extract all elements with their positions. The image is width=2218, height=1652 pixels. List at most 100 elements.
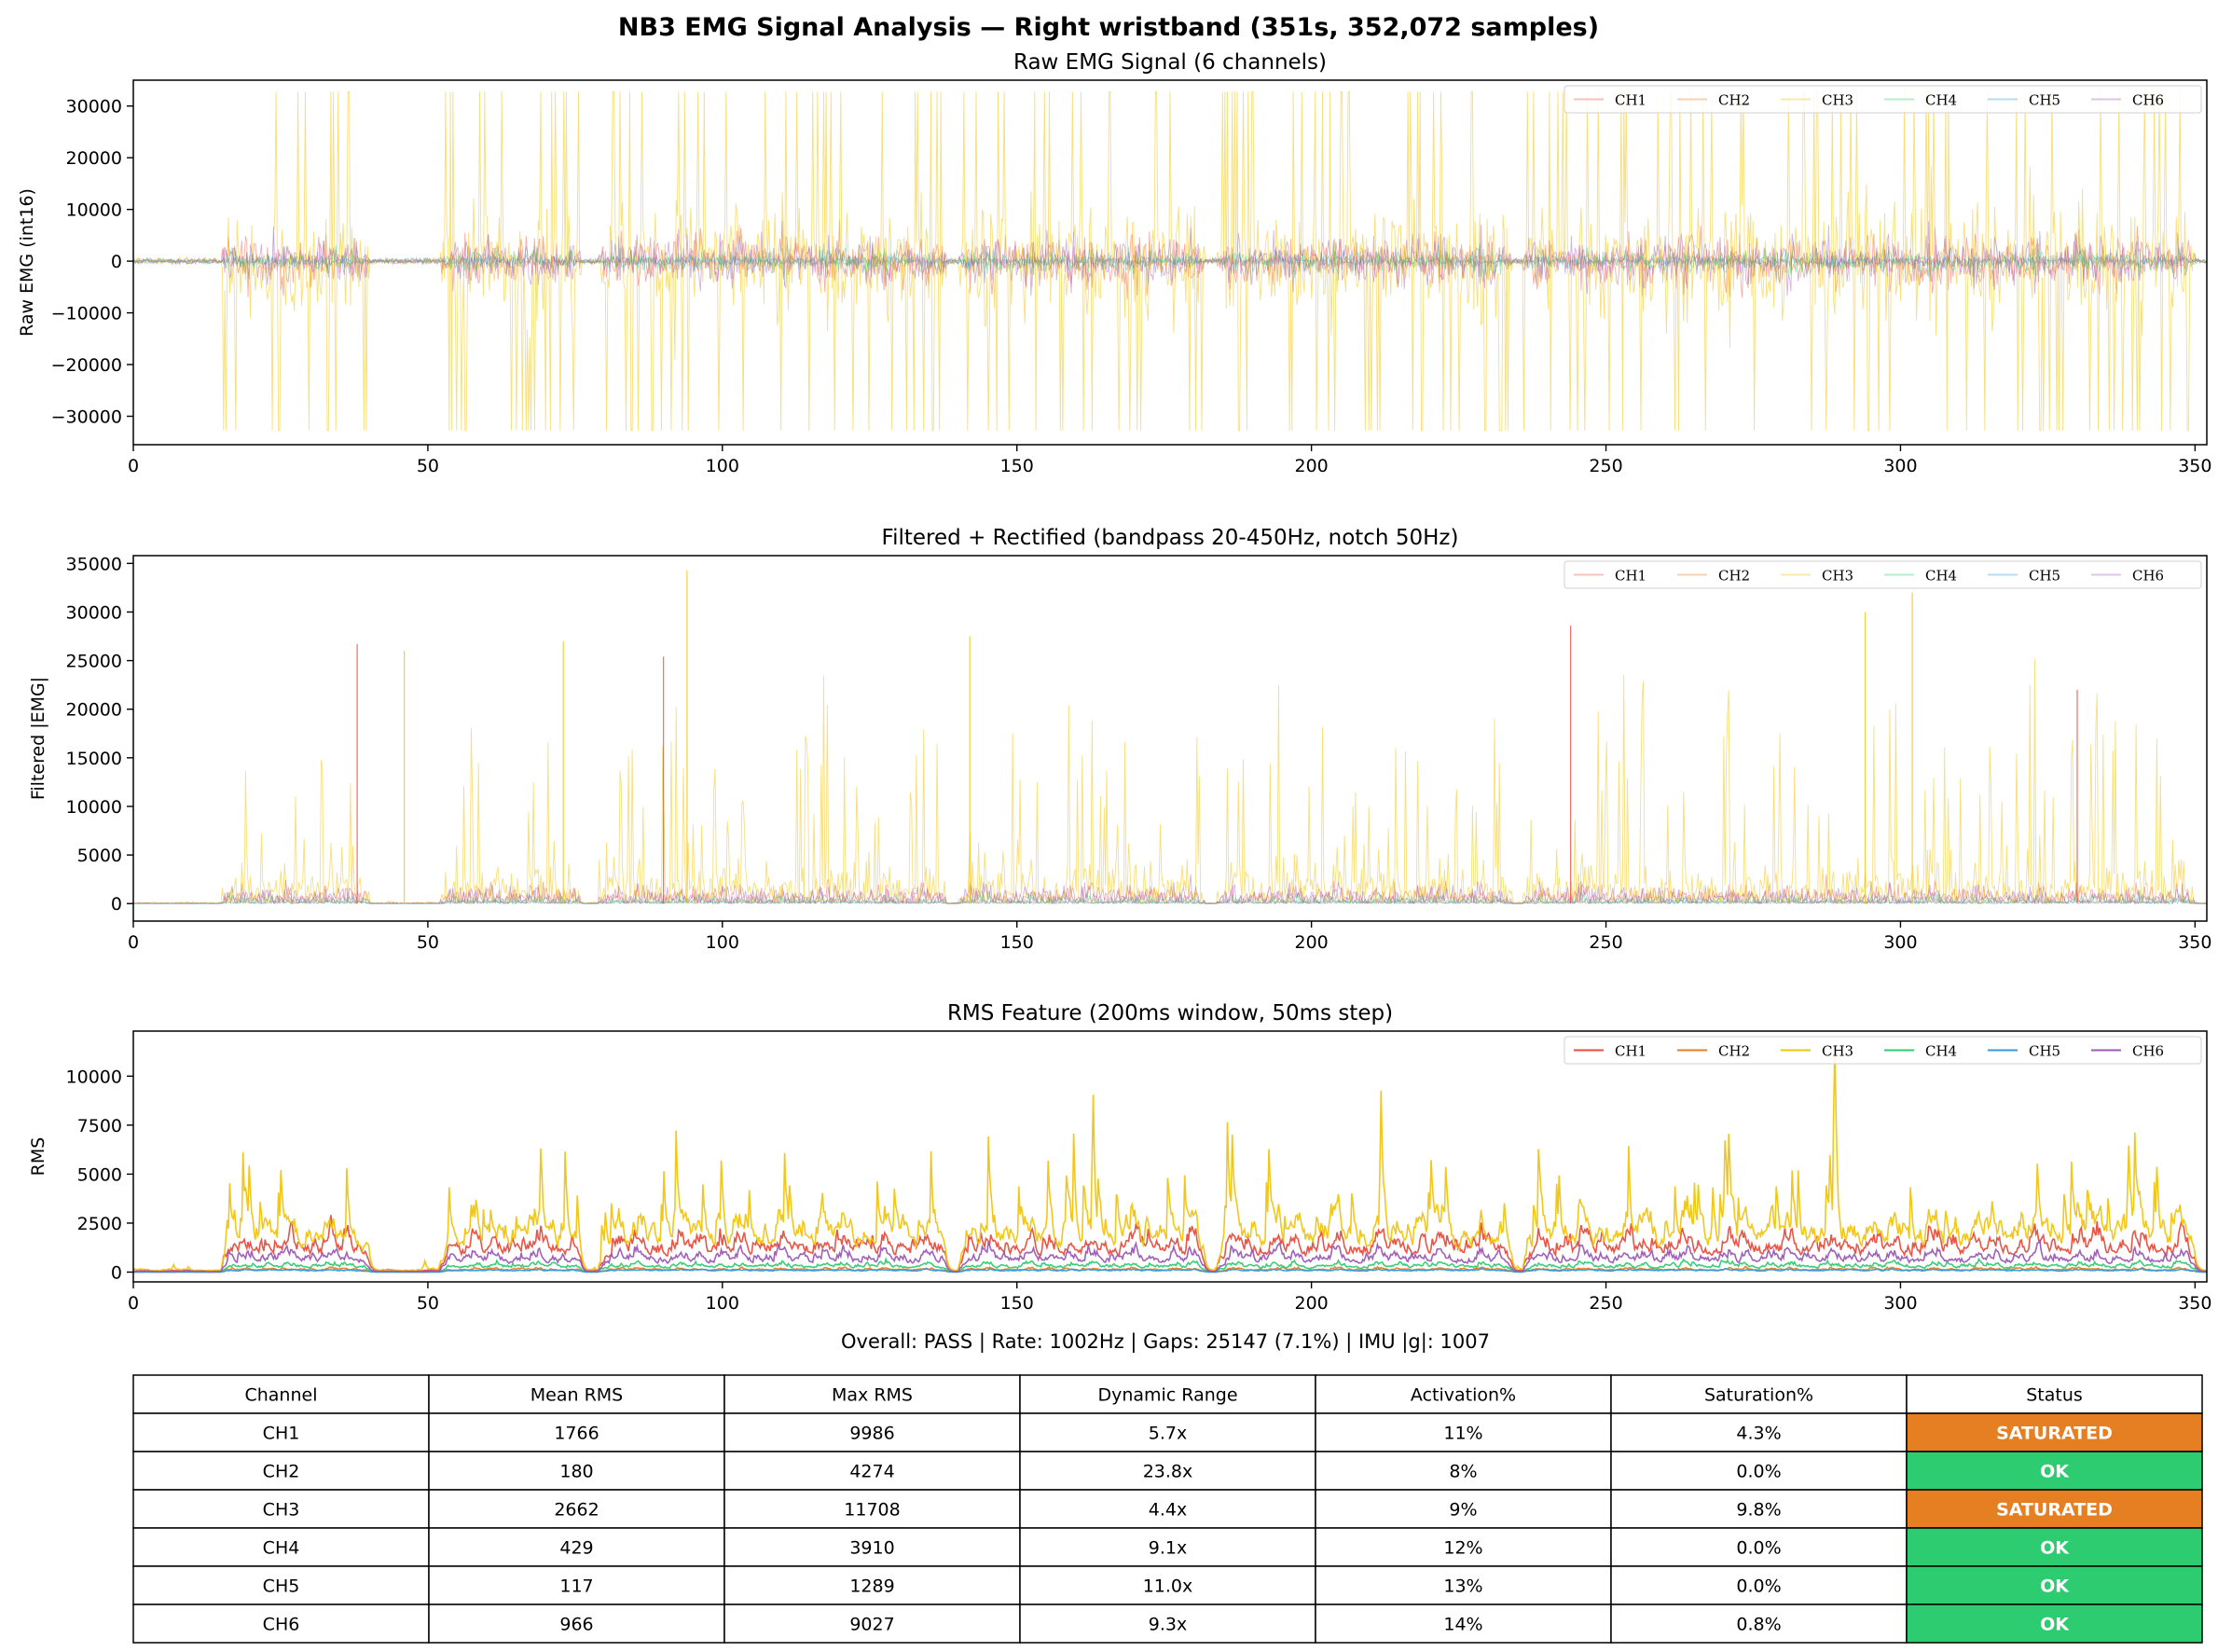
table-cell [1315,1412,1612,1452]
legend-label: CH1 [1615,1043,1646,1060]
table-cell-text: 0.0% [1736,1538,1781,1559]
y-tick-label: 30000 [66,97,122,117]
plot-area [133,1045,2207,1273]
table-cell-text: 180 [559,1462,593,1482]
table-cell-text: CH5 [263,1576,300,1597]
table-cell [1610,1527,1908,1567]
y-tick-label: 0 [111,894,122,915]
table-cell [1019,1489,1316,1529]
legend-box [1564,560,2202,589]
x-tick-label: 50 [417,456,439,476]
table-cell-text: OK [2040,1576,2070,1597]
table-cell-text: 0.0% [1736,1462,1781,1482]
x-tick-label: 0 [128,1293,139,1314]
table-cell-text: 23.8x [1143,1462,1193,1482]
series-line-ch6 [133,874,2207,905]
table-cell-text: 2662 [554,1500,599,1521]
y-tick-label: 5000 [77,1164,122,1185]
table-cell [428,1604,725,1644]
table-cell [1906,1604,2203,1644]
table-cell-text: 429 [559,1538,593,1559]
y-tick-label: 5000 [77,846,122,866]
y-tick-label: −20000 [51,355,122,376]
table-cell-text: 11% [1443,1424,1482,1444]
table-cell-text: 4.3% [1736,1424,1781,1444]
table-cell [1610,1489,1908,1529]
table-cell-text: CH6 [263,1615,300,1635]
axes-frame [132,555,2208,922]
x-tick-label: 300 [1883,932,1917,953]
table-cell-text: CH3 [263,1500,300,1521]
legend-box [1564,85,2202,114]
table-cell [132,1412,430,1452]
panel-title: Filtered + Rectified (bandpass 20-450Hz,… [882,526,1459,550]
table-cell-text: 966 [559,1615,593,1635]
table-cell [1906,1451,2203,1491]
legend-label: CH6 [2132,1043,2164,1060]
x-tick-label: 50 [417,932,439,953]
table-cell [723,1527,1021,1567]
y-tick-label: 25000 [66,652,122,672]
table-cell [1315,1451,1612,1491]
y-axis-label: Filtered |EMG| [28,677,48,800]
x-tick-label: 200 [1295,1293,1329,1314]
table-cell [428,1412,725,1452]
table-cell [1906,1489,2203,1529]
legend-label: CH4 [1925,1043,1957,1060]
x-tick-label: 350 [2178,932,2211,953]
table-header-label: Saturation% [1704,1385,1813,1406]
x-tick-label: 100 [706,1293,739,1314]
legend: CH1 CH2 CH3 CH4 CH5 CH6 [1564,1036,2202,1065]
figure-title: NB3 EMG Signal Analysis — Right wristban… [618,13,1599,42]
legend-label: CH2 [1718,568,1750,585]
y-tick-label: 7500 [77,1116,122,1136]
x-tick-label: 350 [2178,1293,2211,1314]
table-header-label: Status [2026,1385,2083,1406]
x-tick-label: 0 [128,932,139,953]
y-tick-label: 0 [111,1262,122,1283]
series-line-ch5 [133,1267,2207,1273]
table-cell-text: 11.0x [1143,1576,1193,1597]
y-tick-label: 15000 [66,749,122,769]
series-line-ch3 [133,1045,2207,1272]
table-cell [1019,1451,1316,1491]
series-line-ch6 [133,220,2207,296]
y-tick-label: 20000 [66,700,122,721]
y-axis-label: Raw EMG (int16) [17,188,37,337]
table-cell-text: CH4 [263,1538,300,1559]
table-cell [1906,1565,2203,1605]
table-header-label: Dynamic Range [1097,1385,1237,1406]
x-tick-label: 250 [1589,456,1622,476]
summary-table: Overall: PASS | Rate: 1002Hz | Gaps: 251… [132,1330,2203,1644]
chart-panel-1: Raw EMG Signal (6 channels) Raw EMG (int1… [17,50,2211,476]
table-cell [1019,1527,1316,1567]
series-line-ch1 [133,1215,2207,1273]
series-line-ch5 [133,897,2207,905]
y-tick-label: 2500 [77,1214,122,1234]
x-tick-label: 200 [1295,932,1329,953]
panel-title: Raw EMG Signal (6 channels) [1013,50,1327,75]
table-cell [428,1451,725,1491]
table-cell-text: 1289 [849,1576,894,1597]
table-cell-text: SATURATED [1996,1424,2113,1444]
table-cell-text: 8% [1449,1462,1477,1482]
table-header-label: Mean RMS [530,1385,623,1406]
table-cell-text: 5.7x [1149,1424,1187,1444]
plot-area [133,570,2207,905]
series-line-ch6 [133,1239,2207,1273]
table-header-cell [1610,1374,1908,1414]
panel-title: RMS Feature (200ms window, 50ms step) [947,1001,1393,1026]
table-cell-text: 4.4x [1149,1500,1187,1521]
table-cell-text: 0.8% [1736,1615,1781,1635]
legend-label: CH3 [1822,1043,1853,1060]
legend-box [1564,1036,2202,1065]
table-header-label: Activation% [1411,1385,1516,1406]
x-tick-label: 250 [1589,1293,1622,1314]
y-axis-label: RMS [28,1137,48,1177]
y-tick-label: 10000 [66,1067,122,1087]
x-tick-label: 100 [706,932,739,953]
legend-label: CH2 [1718,92,1750,109]
x-tick-label: 150 [1000,456,1034,476]
table-cell [1906,1527,2203,1567]
x-tick-label: 50 [417,1293,439,1314]
